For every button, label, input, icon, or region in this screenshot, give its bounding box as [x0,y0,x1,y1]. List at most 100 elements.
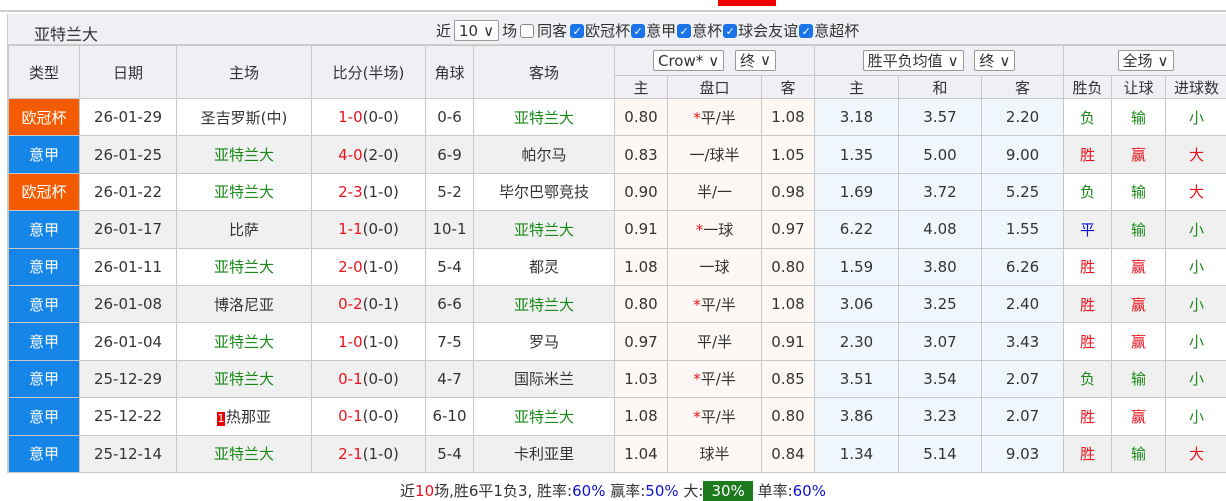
score[interactable]: 0-1(0-0) [312,360,426,397]
odds-draw: 4.08 [899,211,982,248]
home-team[interactable]: 亚特兰大 [177,136,312,173]
home-team[interactable]: 博洛尼亚 [177,285,312,322]
full-time-score: 2-0 [338,258,363,276]
header-corner: 角球 [426,46,474,99]
away-team[interactable]: 国际米兰 [474,360,615,397]
handicap-line: 一球 [668,248,762,285]
match-date: 26-01-08 [80,285,177,322]
league-checkbox[interactable]: ✓ [799,24,813,38]
handicap-result: 输 [1112,211,1166,248]
corners: 6-6 [426,285,474,322]
away-team[interactable]: 亚特兰大 [474,285,615,322]
recent-label: 近 [436,20,451,41]
away-team[interactable]: 罗马 [474,323,615,360]
competition-badge[interactable]: 意甲 [9,323,80,360]
score[interactable]: 0-2(0-1) [312,285,426,322]
odds-draw: 5.14 [899,435,982,472]
subheader-cell: 胜负 [1064,76,1112,99]
header-home: 主场 [177,46,312,99]
match-date: 26-01-22 [80,173,177,210]
full-time-score: 1-0 [338,108,363,126]
home-team-name: 亚特兰大 [214,333,274,351]
competition-badge[interactable]: 意甲 [9,211,80,248]
away-team[interactable]: 都灵 [474,248,615,285]
half-time-score: (1-0) [363,445,399,463]
away-team[interactable]: 亚特兰大 [474,398,615,435]
away-team[interactable]: 亚特兰大 [474,211,615,248]
score[interactable]: 2-1(1-0) [312,435,426,472]
league-checkbox[interactable]: ✓ [631,24,645,38]
away-team[interactable]: 毕尔巴鄂竞技 [474,173,615,210]
handicap-company-select[interactable]: Crow*∨ [653,50,724,71]
scope-select[interactable]: 全场∨ [1118,50,1174,71]
handicap-stage-value: 终 [740,50,755,71]
odds-draw: 3.25 [899,285,982,322]
score[interactable]: 2-0(1-0) [312,248,426,285]
handicap-line-text: 一球 [703,221,733,239]
home-team-name: 圣吉罗斯(中) [201,109,288,127]
competition-badge[interactable]: 意甲 [9,398,80,435]
odds-stage-value: 终 [979,50,994,71]
corners: 5-2 [426,173,474,210]
summary-text: 场,胜6平1负3, 胜率: [434,482,572,500]
count-select[interactable]: 10∨ [454,20,499,41]
home-team-name: 亚特兰大 [214,445,274,463]
home-team[interactable]: 比萨 [177,211,312,248]
score[interactable]: 1-0(0-0) [312,99,426,136]
chevron-down-icon: ∨ [708,52,719,70]
competition-badge[interactable]: 意甲 [9,285,80,322]
home-team[interactable]: 亚特兰大 [177,435,312,472]
competition-badge[interactable]: 欧冠杯 [9,99,80,136]
league-checkbox[interactable]: ✓ [677,24,691,38]
odds-home: 1.69 [815,173,899,210]
table-row: 欧冠杯 26-01-22 亚特兰大 2-3(1-0) 5-2 毕尔巴鄂竞技 0.… [9,173,1226,210]
match-date: 26-01-29 [80,99,177,136]
odds-stage-select[interactable]: 终∨ [974,50,1015,71]
competition-badge[interactable]: 意甲 [9,248,80,285]
competition-badge[interactable]: 欧冠杯 [9,173,80,210]
home-team-name: 亚特兰大 [214,258,274,276]
summary-text: 单率: [753,482,793,500]
competition-badge[interactable]: 意甲 [9,360,80,397]
home-team[interactable]: 亚特兰大 [177,248,312,285]
score[interactable]: 1-1(0-0) [312,211,426,248]
table-row: 意甲 26-01-08 博洛尼亚 0-2(0-1) 6-6 亚特兰大 0.80 … [9,285,1226,322]
handicap-line-text: 一球 [699,258,729,276]
away-team[interactable]: 亚特兰大 [474,99,615,136]
handicap-stage-select[interactable]: 终∨ [735,50,776,71]
score[interactable]: 0-1(0-0) [312,398,426,435]
odds-draw: 3.72 [899,173,982,210]
score[interactable]: 1-0(1-0) [312,323,426,360]
full-time-score: 2-3 [338,183,363,201]
over-under-result: 大 [1166,173,1226,210]
star-marker: * [693,370,701,388]
away-team[interactable]: 帕尔马 [474,136,615,173]
home-team-name: 亚特兰大 [214,146,274,164]
league-checkbox[interactable]: ✓ [723,24,737,38]
subheader-cell: 主 [615,76,668,99]
win-rate: 60% [572,482,605,500]
star-marker: * [693,109,701,127]
away-team[interactable]: 卡利亚里 [474,435,615,472]
home-team[interactable]: 亚特兰大 [177,323,312,360]
competition-badge[interactable]: 意甲 [9,136,80,173]
result: 负 [1064,173,1112,210]
over-under-result: 小 [1166,323,1226,360]
score[interactable]: 4-0(2-0) [312,136,426,173]
competition-badge[interactable]: 意甲 [9,435,80,472]
half-time-score: (2-0) [363,146,399,164]
half-time-score: (0-0) [363,108,399,126]
odds-home: 3.51 [815,360,899,397]
league-checkbox[interactable]: ✓ [570,24,584,38]
full-time-score: 2-1 [338,445,363,463]
handicap-line: 一/球半 [668,136,762,173]
team-name: 亚特兰大 [34,21,98,45]
same-home-checkbox[interactable] [520,24,534,38]
score[interactable]: 2-3(1-0) [312,173,426,210]
handicap-home-odds: 0.90 [615,173,668,210]
home-team[interactable]: 圣吉罗斯(中) [177,99,312,136]
home-team[interactable]: 亚特兰大 [177,173,312,210]
odds-type-select[interactable]: 胜平负均值∨ [863,50,964,71]
home-team[interactable]: 亚特兰大 [177,360,312,397]
